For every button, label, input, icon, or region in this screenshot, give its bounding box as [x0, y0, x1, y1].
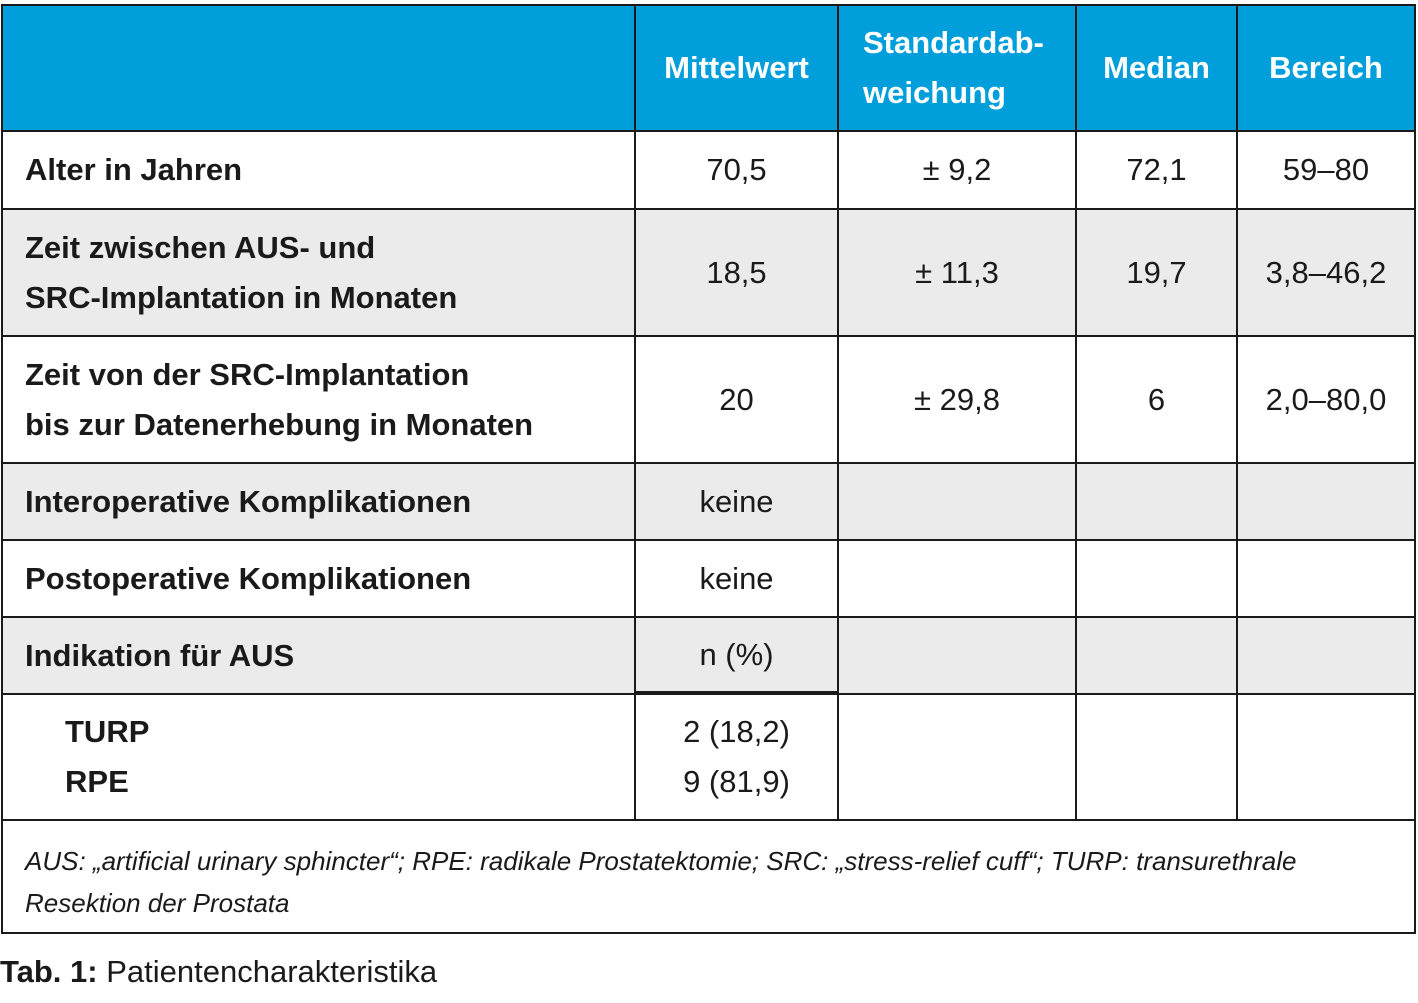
header-median: Median [1077, 6, 1238, 132]
row-indication-items-sd [839, 695, 1077, 821]
row-indication-label: Indikation für AUS [3, 618, 636, 695]
header-mean: Mittelwert [636, 6, 839, 132]
row-label-text: Indikation für AUS [25, 637, 295, 673]
row-label-text: Postoperative Komplikationen [25, 560, 472, 596]
row-intraop-label: Interoperative Komplikationen [3, 464, 636, 541]
row-interval-mean: 18,5 [636, 210, 839, 337]
row-indication-median [1077, 618, 1238, 695]
row-indication-items-range [1238, 695, 1414, 821]
header-sd-line2: weichung [863, 75, 1006, 110]
row-age-label: Alter in Jahren [3, 132, 636, 210]
row-interval-range: 3,8–46,2 [1238, 210, 1414, 337]
row-followup-label: Zeit von der SRC-Implantation bis zur Da… [3, 337, 636, 464]
patient-characteristics-table: Mittelwert Standardab- weichung Median B… [1, 4, 1416, 934]
table-caption: Tab. 1: Patientencharakteristika [0, 952, 437, 992]
table-grid: Mittelwert Standardab- weichung Median B… [3, 6, 1414, 821]
caption-text: Patientencharakteristika [97, 954, 438, 989]
row-postop-sd [839, 541, 1077, 618]
row-label-text: Zeit zwischen AUS- und [25, 229, 376, 265]
row-interval-label: Zeit zwischen AUS- und SRC-Implantation … [3, 210, 636, 337]
row-followup-mean: 20 [636, 337, 839, 464]
row-followup-median: 6 [1077, 337, 1238, 464]
table-footnote: AUS: „artificial urinary sphincter“; RPE… [3, 820, 1414, 932]
row-intraop-median [1077, 464, 1238, 541]
row-indication-sd [839, 618, 1077, 695]
indication-rpe-value: 9 (81,9) [683, 764, 790, 799]
row-indication-items-values: 2 (18,2) 9 (81,9) [636, 695, 839, 821]
header-sd-line1: Standardab- [863, 25, 1044, 60]
header-empty-cell [3, 6, 636, 132]
row-postop-median [1077, 541, 1238, 618]
header-sd: Standardab- weichung [839, 6, 1077, 132]
row-age-median: 72,1 [1077, 132, 1238, 210]
row-label-text: Zeit von der SRC-Implantation [25, 356, 470, 392]
row-followup-sd: ± 29,8 [839, 337, 1077, 464]
row-age-mean: 70,5 [636, 132, 839, 210]
row-age-sd: ± 9,2 [839, 132, 1077, 210]
indication-rpe-label: RPE [65, 764, 129, 799]
row-intraop-mean: keine [636, 464, 839, 541]
row-followup-range: 2,0–80,0 [1238, 337, 1414, 464]
row-intraop-sd [839, 464, 1077, 541]
row-label-text: Alter in Jahren [25, 152, 243, 187]
footnote-line2: Resektion der Prostata [25, 888, 290, 918]
row-intraop-range [1238, 464, 1414, 541]
row-indication-range [1238, 618, 1414, 695]
row-interval-sd: ± 11,3 [839, 210, 1077, 337]
row-interval-median: 19,7 [1077, 210, 1238, 337]
indication-turp-label: TURP [65, 714, 150, 749]
row-postop-label: Postoperative Komplikationen [3, 541, 636, 618]
row-indication-items-label: TURP RPE [3, 695, 636, 821]
row-label-text: SRC-Implantation in Monaten [25, 279, 458, 315]
row-age-range: 59–80 [1238, 132, 1414, 210]
indication-turp-value: 2 (18,2) [683, 714, 790, 749]
row-label-text: bis zur Datenerhebung in Monaten [25, 406, 534, 442]
footnote-line1: AUS: „artificial urinary sphincter“; RPE… [25, 846, 1297, 876]
row-postop-range [1238, 541, 1414, 618]
row-indication-n: n (%) [636, 618, 839, 695]
row-label-text: Interoperative Komplikationen [25, 483, 472, 519]
header-range: Bereich [1238, 6, 1414, 132]
row-postop-mean: keine [636, 541, 839, 618]
caption-label: Tab. 1: [0, 954, 98, 989]
row-indication-items-median [1077, 695, 1238, 821]
